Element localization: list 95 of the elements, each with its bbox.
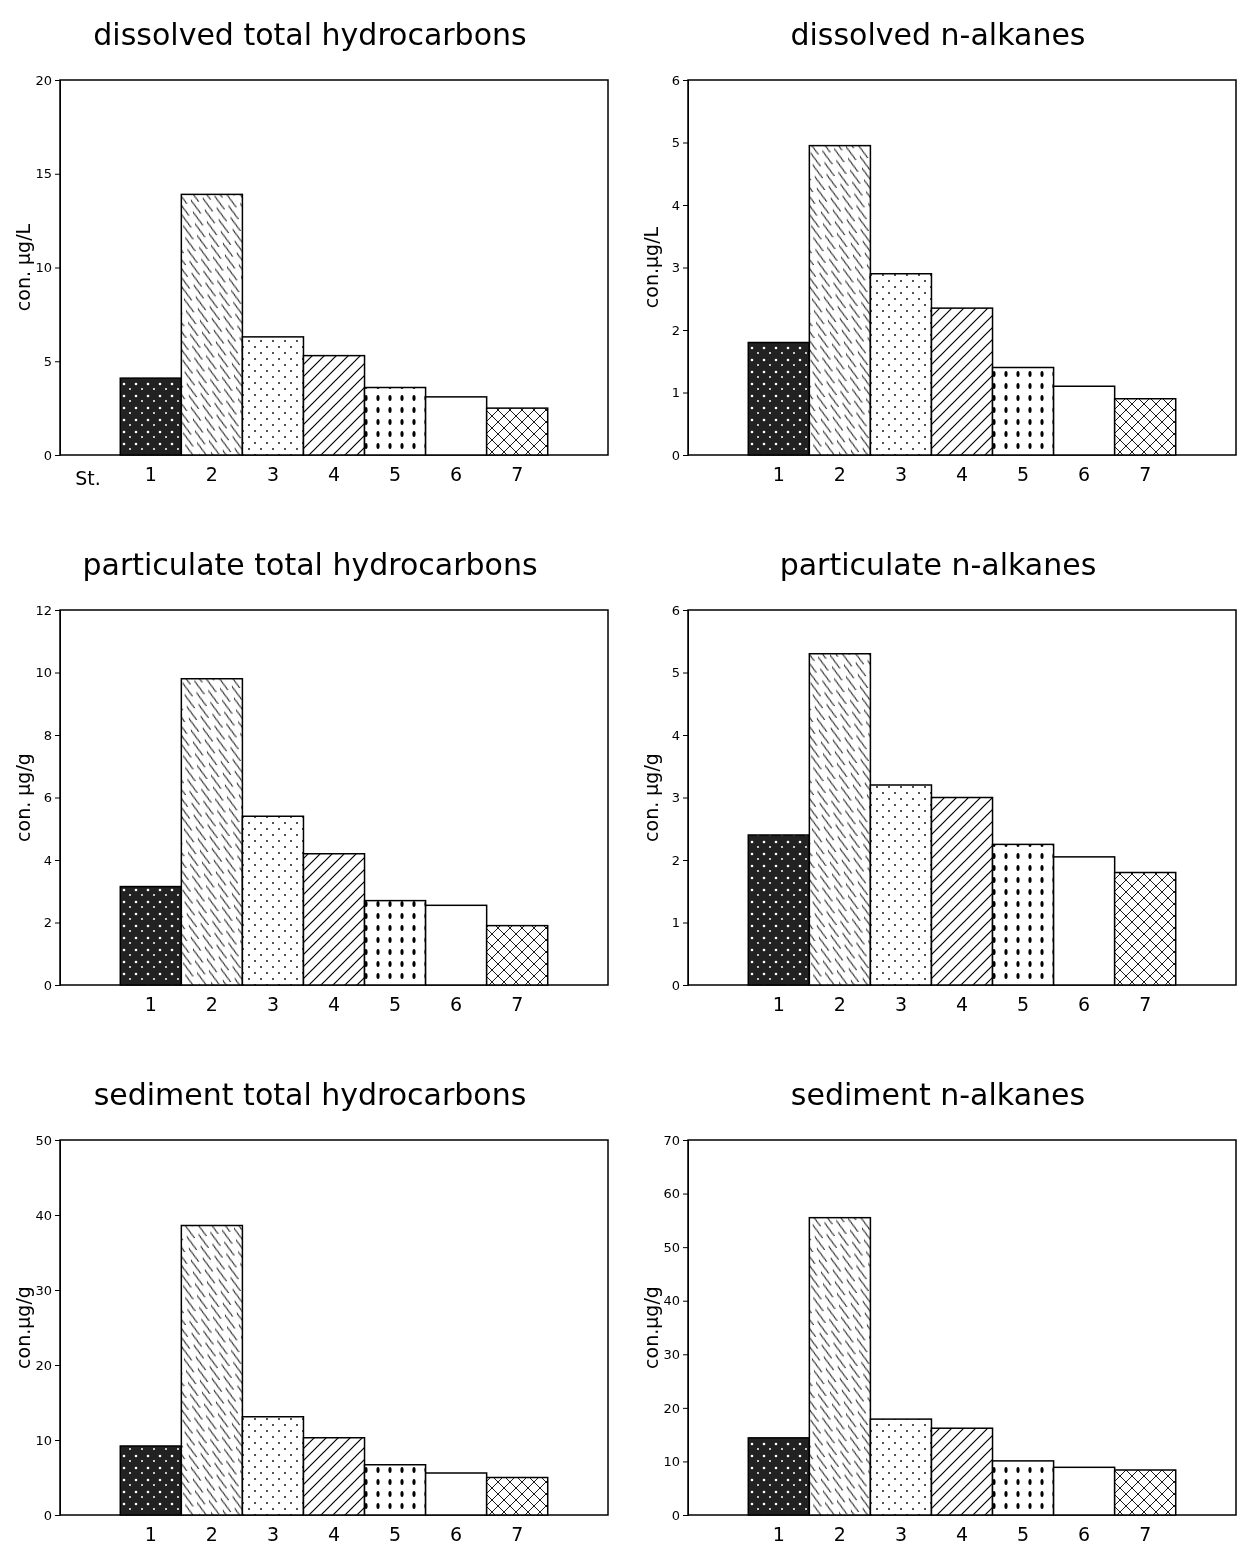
x-tick-label: 5 (1017, 1522, 1030, 1545)
y-tick-label: 50 (35, 1132, 52, 1148)
x-tick-label: 4 (955, 992, 969, 1015)
y-tick-label: 20 (35, 1357, 52, 1373)
y-tick-label: 10 (663, 1454, 680, 1470)
chart-title: particulate total hydrocarbons (82, 547, 538, 582)
x-tick-label: 3 (266, 1522, 279, 1545)
y-tick-label: 0 (671, 977, 680, 993)
y-tick-label: 8 (43, 727, 52, 743)
x-tick-label: 3 (266, 992, 279, 1015)
x-tick-label: 5 (389, 992, 402, 1015)
x-tick-label: 4 (327, 992, 341, 1015)
y-tick-label: 30 (663, 1346, 680, 1362)
x-tick-label: 4 (327, 1522, 341, 1545)
y-tick-label: 12 (35, 602, 52, 618)
x-tick-label: 1 (144, 992, 157, 1015)
y-tick-label: 2 (43, 915, 52, 931)
y-tick-label: 20 (663, 1400, 680, 1416)
y-tick-label: 0 (671, 1507, 680, 1523)
x-tick-label: 2 (833, 992, 846, 1015)
x-tick-label: 1 (144, 1522, 157, 1545)
x-tick-label: 2 (205, 1522, 218, 1545)
y-tick-label: 10 (35, 1432, 52, 1448)
x-tick-label: 5 (1017, 992, 1030, 1015)
x-tick-label: 3 (894, 462, 907, 485)
y-tick-label: 3 (671, 790, 680, 806)
y-tick-label: 30 (35, 1282, 52, 1298)
y-tick-label: 70 (663, 1132, 680, 1148)
y-tick-label: 20 (35, 72, 52, 88)
y-tick-label: 40 (35, 1207, 52, 1223)
x-tick-label: 7 (1139, 992, 1152, 1015)
x-tick-label: 3 (894, 1522, 907, 1545)
y-tick-label: 40 (663, 1293, 680, 1309)
y-axis-title: con. µg/g (12, 753, 34, 842)
y-axis-title: con.µg/g (640, 1286, 662, 1369)
x-tick-label: 6 (450, 992, 463, 1015)
x-tick-label: 5 (389, 462, 402, 485)
x-tick-label: 2 (205, 462, 218, 485)
y-tick-label: 5 (671, 135, 680, 151)
x-tick-label: 6 (1078, 462, 1091, 485)
y-tick-label: 4 (671, 727, 680, 743)
y-tick-label: 0 (43, 447, 52, 463)
chart-title: dissolved n-alkanes (790, 17, 1086, 52)
x-tick-label: 2 (205, 992, 218, 1015)
y-tick-label: 0 (43, 1507, 52, 1523)
y-tick-label: 50 (663, 1239, 680, 1255)
y-tick-label: 3 (671, 260, 680, 276)
y-tick-label: 5 (671, 665, 680, 681)
x-tick-label: 4 (955, 1522, 969, 1545)
x-tick-label: 4 (955, 462, 969, 485)
y-axis-title: con.µg/g (12, 1286, 34, 1369)
y-tick-label: 0 (671, 447, 680, 463)
y-tick-label: 6 (671, 602, 680, 618)
x-tick-label: 5 (1017, 462, 1030, 485)
x-tick-label: 7 (511, 462, 524, 485)
y-tick-label: 6 (671, 72, 680, 88)
x-tick-label: 2 (833, 1522, 846, 1545)
y-axis-title: con.µg/L (640, 226, 662, 309)
y-tick-label: 60 (663, 1186, 680, 1202)
x-tick-label: 7 (1139, 1522, 1152, 1545)
x-tick-label: 1 (772, 992, 785, 1015)
x-tick-label: 1 (772, 1522, 785, 1545)
x-tick-label: 5 (389, 1522, 402, 1545)
chart-title: particulate n-alkanes (779, 547, 1097, 582)
y-tick-label: 10 (35, 665, 52, 681)
y-tick-label: 2 (671, 322, 680, 338)
x-tick-label: 3 (894, 992, 907, 1015)
x-tick-label: 6 (450, 1522, 463, 1545)
y-tick-label: 6 (43, 790, 52, 806)
x-tick-label: 7 (1139, 462, 1152, 485)
x-tick-label: 1 (144, 462, 157, 485)
y-tick-label: 4 (671, 197, 680, 213)
y-tick-label: 1 (671, 915, 680, 931)
y-tick-label: 1 (671, 385, 680, 401)
x-tick-label: 4 (327, 462, 341, 485)
x-tick-label: 1 (772, 462, 785, 485)
y-axis-title: con. µg/L (12, 223, 34, 312)
x-tick-label: 6 (1078, 1522, 1091, 1545)
y-axis-title: con. µg/g (640, 753, 662, 842)
y-tick-label: 5 (43, 353, 52, 369)
y-tick-label: 4 (43, 852, 52, 868)
y-tick-label: 0 (43, 977, 52, 993)
x-tick-label: 7 (511, 992, 524, 1015)
x-tick-label: 2 (833, 462, 846, 485)
x-tick-label: 3 (266, 462, 279, 485)
chart-title: sediment total hydrocarbons (93, 1077, 527, 1112)
x-axis-title: St. (75, 467, 101, 489)
chart-title: dissolved total hydrocarbons (93, 17, 527, 52)
x-tick-label: 7 (511, 1522, 524, 1545)
x-tick-label: 6 (450, 462, 463, 485)
chart-title: sediment n-alkanes (790, 1077, 1086, 1112)
y-tick-label: 10 (35, 260, 52, 276)
x-tick-label: 6 (1078, 992, 1091, 1015)
y-tick-label: 2 (671, 852, 680, 868)
y-tick-label: 15 (35, 166, 52, 182)
